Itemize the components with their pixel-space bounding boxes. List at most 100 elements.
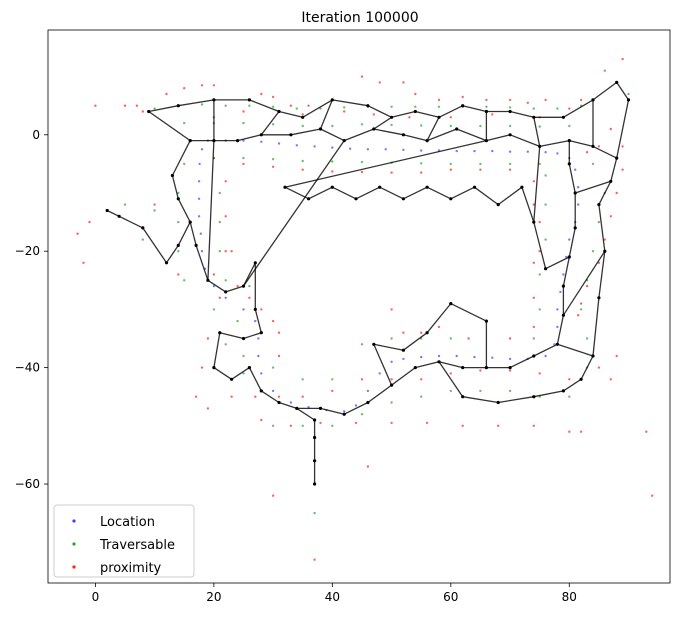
scatter-point-location <box>378 372 381 375</box>
scatter-point-traversable <box>224 279 227 282</box>
graph-node <box>212 98 216 102</box>
scatter-point-proximity <box>532 261 535 264</box>
graph-edge <box>278 401 298 410</box>
graph-edge <box>391 110 416 118</box>
scatter-point-proximity <box>331 389 334 393</box>
graph-node <box>218 331 222 335</box>
scatter-point-traversable <box>591 162 595 166</box>
scatter-point-traversable <box>390 123 393 127</box>
scatter-point-location <box>437 354 441 358</box>
graph-node <box>105 208 109 213</box>
graph-node <box>496 203 500 207</box>
scatter-point-proximity <box>461 95 464 99</box>
scatter-point-location <box>390 360 393 363</box>
scatter-point-traversable <box>295 107 298 110</box>
scatter-point-proximity <box>532 424 535 427</box>
scatter-point-traversable <box>242 354 245 358</box>
graph-edge <box>426 117 440 141</box>
graph-node <box>573 226 577 230</box>
graph-node <box>176 197 180 201</box>
scatter-point-proximity <box>88 220 91 224</box>
graph-node <box>561 115 566 119</box>
scatter-point-proximity <box>449 168 452 171</box>
scatter-point-traversable <box>331 378 334 381</box>
scatter-point-traversable <box>544 203 547 206</box>
graph-edge <box>248 367 262 392</box>
scatter-point-proximity <box>260 418 263 422</box>
graph-node <box>342 139 346 143</box>
scatter-point-proximity <box>538 220 541 224</box>
scatter-point-traversable <box>479 124 482 128</box>
graph-node <box>591 354 595 358</box>
graph-edge <box>556 315 565 345</box>
scatter-point-proximity <box>479 369 482 372</box>
graph-edge <box>332 99 369 107</box>
scatter-point-location <box>508 150 512 153</box>
graph-edge <box>379 186 404 200</box>
graph-edge <box>260 390 280 404</box>
graph-edge <box>219 332 244 340</box>
scatter-point-location <box>348 147 352 150</box>
scatter-point-proximity <box>508 369 512 372</box>
legend-label-location: Location <box>100 515 155 530</box>
scatter-point-proximity <box>532 203 535 206</box>
x-tick-label: 80 <box>562 590 577 604</box>
scatter-point-location <box>556 325 559 329</box>
graph-edge <box>373 343 404 351</box>
graph-node <box>425 139 429 143</box>
scatter-point-traversable <box>360 343 364 346</box>
graph-node <box>390 383 394 387</box>
graph-edge <box>426 128 457 142</box>
scatter-point-proximity <box>461 424 464 427</box>
graph-node <box>597 203 601 207</box>
scatter-point-proximity <box>390 308 393 311</box>
scatter-point-proximity <box>532 325 535 329</box>
scatter-point-location <box>420 355 423 359</box>
graph-edge <box>462 396 499 404</box>
graph-edge <box>533 390 564 398</box>
scatter-point-proximity <box>538 250 541 253</box>
graph-edge <box>592 297 600 357</box>
graph-edge <box>426 303 452 334</box>
scatter-point-proximity <box>491 113 494 116</box>
scatter-point-traversable <box>568 124 571 128</box>
scatter-point-proximity <box>544 98 547 102</box>
graph-node <box>318 406 323 410</box>
scatter-point-traversable <box>579 308 583 311</box>
graph-node <box>401 197 405 201</box>
scatter-point-traversable <box>153 209 156 212</box>
graph-edge <box>462 105 487 113</box>
scatter-point-location <box>366 389 370 393</box>
legend-marker-location <box>72 519 76 523</box>
graph-edge <box>320 407 345 415</box>
graph-edge <box>403 134 428 142</box>
scatter-point-traversable <box>271 366 275 369</box>
graph-edge <box>438 361 464 398</box>
scatter-point-traversable <box>556 107 559 110</box>
scatter-point-traversable <box>200 103 204 106</box>
scatter-point-proximity <box>82 261 85 264</box>
graph-node <box>591 98 595 102</box>
scatter-point-proximity <box>526 101 529 105</box>
scatter-point-proximity <box>532 180 535 183</box>
graph-node <box>567 139 571 143</box>
scatter-point-traversable <box>224 343 227 346</box>
x-tick-label: 60 <box>443 590 458 604</box>
graph-node <box>484 319 488 323</box>
graph-node <box>372 342 376 346</box>
graph-node <box>508 133 512 137</box>
graph-node <box>461 366 465 370</box>
graph-node <box>573 191 577 195</box>
graph-node <box>555 342 560 346</box>
scatter-point-traversable <box>390 401 393 404</box>
scatter-point-proximity <box>585 151 589 154</box>
graph-edge <box>254 309 262 333</box>
graph-node <box>401 348 405 352</box>
scatter-point-proximity <box>248 296 251 299</box>
graph-edge <box>498 396 534 404</box>
graph-edge <box>403 332 428 351</box>
scatter-point-proximity <box>479 168 482 171</box>
graph-edge <box>616 82 630 101</box>
scatter-point-location <box>544 354 547 358</box>
graph-edge <box>319 99 333 130</box>
